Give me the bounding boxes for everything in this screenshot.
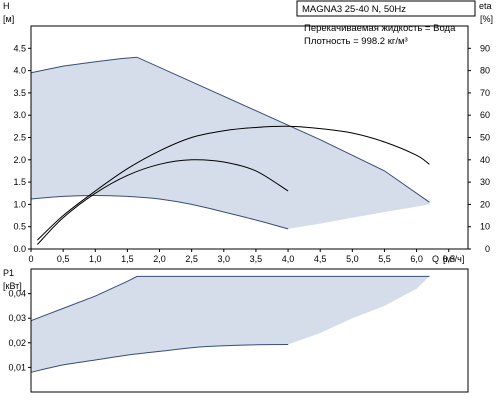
y-right-tick-label: 10: [480, 222, 490, 232]
y-right-axis-ticks: 0 10 20 30 40 50 60 70 80 90: [468, 43, 490, 254]
x-axis-symbol: Q: [432, 254, 439, 264]
x-tick-label: 0: [28, 254, 33, 264]
x-tick-label: 2,5: [185, 254, 198, 264]
y-right-tick-label: 50: [480, 133, 490, 143]
power-panel: 0,01 0,02 0,03 0,04 P1 [кВт]: [3, 268, 469, 393]
x-tick-label: 4,5: [314, 254, 327, 264]
power-range-lower-edge: [30, 344, 289, 373]
x-tick-label: 1,0: [89, 254, 102, 264]
power-tick-label: 0,02: [8, 338, 26, 348]
y-right-tick-label: 60: [480, 110, 490, 120]
y-axis-unit: [м]: [3, 14, 14, 24]
fluid-note: Перекачиваемая жидкость = Вода: [304, 23, 456, 34]
power-tick-label: 0,01: [8, 362, 26, 372]
power-tick-label: 0,03: [8, 313, 26, 323]
y-right-tick-label: 20: [480, 199, 490, 209]
efficiency-curve-1: [37, 159, 289, 245]
x-tick-label: 2,0: [153, 254, 166, 264]
y-tick-label: 4.5: [13, 43, 26, 53]
chart-title: MAGNA3 25-40 N, 50Hz: [302, 4, 406, 15]
x-tick-label: 6,5: [442, 254, 455, 264]
power-plot-frame: [30, 268, 469, 393]
y-right-tick-label: 90: [480, 43, 490, 53]
x-tick-label: 3,0: [218, 254, 231, 264]
power-tick-label: 0,04: [8, 289, 26, 299]
operating-range-upper-edge: [30, 56, 430, 203]
y-right-axis-unit: [%]: [480, 14, 493, 24]
y-tick-label: 1.0: [13, 199, 26, 209]
y-right-axis-label: eta: [479, 1, 492, 11]
power-axis-ticks: 0,01 0,02 0,03 0,04: [8, 289, 31, 372]
y-tick-label: 3.0: [13, 110, 26, 120]
y-right-tick-label: 30: [480, 177, 490, 187]
density-note: Плотность = 998.2 кг/м³: [304, 36, 408, 47]
x-axis-ticks: 0 0,5 1,0 1,5 2,0 2,5 3,0 3,5 4,0 4,5 5,0 5,5 6,0 6,5: [28, 249, 455, 264]
power-range-upper-edge: [30, 275, 430, 322]
efficiency-curve-2: [37, 125, 430, 241]
x-tick-label: 3,5: [250, 254, 263, 264]
x-tick-label: 4,0: [282, 254, 295, 264]
head-efficiency-panel: 0 0,5 1,0 1,5 2,0 2,5 3,0 3,5 4,0 4,5 5,0 5,5 6,0 6,5…: [3, 0, 493, 264]
y-tick-label: 0.0: [13, 244, 26, 254]
y-tick-label: 2.5: [13, 133, 26, 143]
x-tick-label: 5,0: [346, 254, 359, 264]
x-tick-label: 5,5: [378, 254, 391, 264]
y-axis-ticks: 0.0 0.5 1.0 1.5 2.0 2.5 3.0 3.5 4.0 4.5: [13, 43, 31, 254]
y-axis-symbol: H: [3, 1, 10, 11]
y-tick-label: 4.0: [13, 66, 26, 76]
y-right-tick-label: 0: [485, 244, 490, 254]
x-tick-label: 6,0: [410, 254, 423, 264]
title-box: [296, 0, 476, 17]
x-tick-label: 0,5: [57, 254, 70, 264]
y-right-tick-label: 80: [480, 66, 490, 76]
power-range-area: [31, 276, 430, 373]
y-tick-label: 1.5: [13, 177, 26, 187]
x-tick-label: 1,5: [121, 254, 134, 264]
operating-range-lower-edge: [30, 194, 289, 230]
power-axis-unit: [кВт]: [3, 281, 22, 291]
x-axis-unit: [м³/ч]: [443, 254, 464, 264]
y-tick-label: 2.0: [13, 155, 26, 165]
efficiency-curves: [37, 125, 430, 245]
power-axis-symbol: P1: [3, 268, 14, 278]
y-right-tick-label: 70: [480, 88, 490, 98]
y-right-tick-label: 40: [480, 155, 490, 165]
y-tick-label: 0.5: [13, 222, 26, 232]
operating-range-area: [31, 57, 430, 229]
y-tick-label: 3.5: [13, 88, 26, 98]
